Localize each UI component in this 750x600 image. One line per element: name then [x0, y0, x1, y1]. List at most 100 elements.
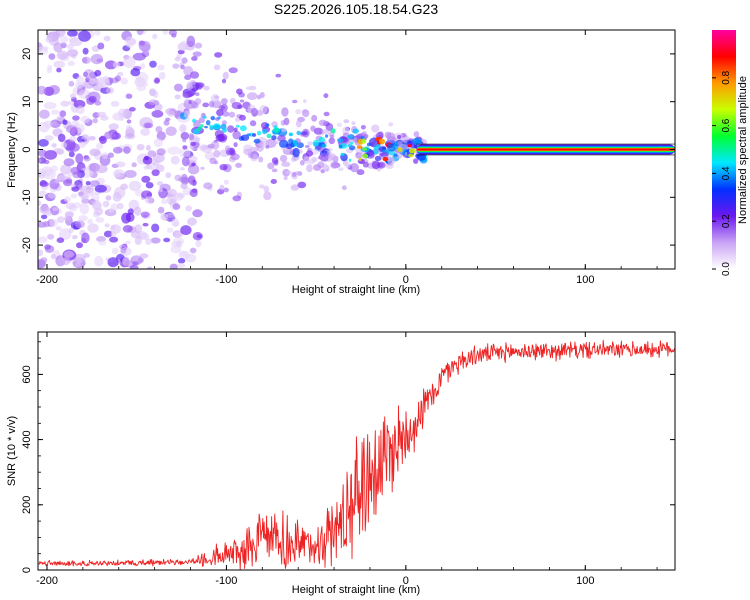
spectrogram-fan-dot [311, 114, 318, 122]
spectrogram-bright-dot [408, 153, 414, 158]
spectrogram-bright-dot [338, 144, 343, 149]
spectrogram-fan-dot [191, 188, 198, 193]
spectrogram-fan-dot [342, 160, 349, 166]
spectrogram-fan-dot [267, 162, 275, 170]
spectrogram-fan-dot [190, 79, 196, 85]
spectrogram-noise-dot [125, 240, 131, 245]
spectrogram-noise-dot [43, 159, 50, 165]
spectrogram-noise-dot [185, 205, 192, 212]
y-tick-label: 20 [21, 48, 33, 60]
spectrogram-fan-dot [323, 93, 329, 99]
spectrogram-noise-dot [113, 169, 121, 178]
spectrogram-noise-dot [83, 252, 90, 258]
spectrogram-bright-dot [273, 127, 281, 133]
spectrogram-noise-dot [129, 264, 139, 269]
spectrogram-bright-dot [321, 144, 326, 148]
spectrogram-noise-dot [53, 60, 66, 69]
spectrogram-noise-dot [180, 225, 192, 236]
spectrogram-fan-dot [203, 182, 213, 190]
spectrogram-noise-dot [146, 144, 151, 151]
spectrogram-noise-dot [185, 253, 197, 263]
spectrogram-bright-dot [362, 147, 368, 151]
spectrogram-noise-dot [121, 212, 131, 224]
spectrogram-noise-dot [152, 152, 165, 163]
spectrogram-fan-dot [245, 86, 251, 91]
spectrogram-fan-dot [416, 153, 426, 161]
spectrogram-fan-dot [330, 161, 339, 169]
spectrogram-noise-dot [65, 202, 76, 210]
spectrogram-noise-dot [156, 131, 166, 141]
spectrogram-noise-dot [68, 100, 75, 105]
spectrogram-bright-dot [253, 138, 261, 144]
spectrogram-fan-dot [200, 166, 205, 170]
spectrogram-noise-dot [107, 257, 119, 268]
spectrogram-bright-dot [262, 128, 268, 135]
spectrogram-fan-dot [235, 162, 243, 168]
spectrogram-noise-dot [51, 143, 57, 148]
spectrogram-fan-dot [220, 98, 228, 105]
spectrogram-noise-dot [89, 180, 100, 188]
spectrogram-bright-dot [362, 153, 369, 159]
spectrogram-noise-dot [38, 139, 49, 147]
spectrogram-noise-dot [73, 99, 86, 109]
spectrogram-fan-dot [306, 164, 313, 173]
spectrogram-fan-dot [273, 159, 279, 166]
spectrogram-noise-dot [74, 220, 85, 229]
spectrogram-noise-dot [66, 125, 78, 134]
spectrogram-fan-dot [371, 160, 380, 170]
spectrogram-fan-dot [336, 122, 343, 128]
spectrogram-dots [38, 30, 428, 269]
spectrogram-noise-dot [89, 148, 101, 157]
spectrogram-noise-dot [154, 77, 160, 83]
spectrogram-noise-dot [38, 158, 42, 163]
spectrogram-noise-dot [163, 237, 171, 243]
spectrogram-noise-dot [60, 100, 70, 107]
spectrogram-noise-dot [59, 35, 69, 44]
spectrogram-noise-dot [152, 160, 160, 166]
spectrogram-noise-dot [165, 126, 177, 136]
spectrogram-noise-dot [96, 142, 104, 150]
spectrogram-noise-dot [69, 135, 77, 142]
spectrogram-fan-dot [182, 138, 187, 143]
spectrogram-noise-dot [125, 126, 135, 138]
spectrogram-fan-dot [364, 134, 369, 139]
y-tick-label: 200 [21, 496, 33, 514]
spectrogram-noise-dot [63, 196, 71, 203]
spectrogram-bright-dot [347, 134, 355, 140]
spectrogram-noise-dot [155, 125, 163, 133]
spectrogram-fan-dot [207, 143, 215, 149]
spectrogram-fan-dot [291, 171, 297, 177]
spectrogram-fan-dot [312, 140, 320, 147]
spectrogram-noise-dot [142, 222, 149, 227]
spectrogram-noise-dot [92, 199, 102, 210]
spectrogram-noise-dot [143, 165, 150, 170]
spectrogram-noise-dot [128, 180, 142, 192]
spectrogram-noise-dot [78, 215, 88, 222]
spectrogram-noise-dot [187, 217, 197, 226]
spectrogram-bright-dot [293, 140, 299, 146]
spectrogram-noise-dot [44, 210, 53, 217]
spectrogram-fan-dot [342, 126, 350, 135]
spectrogram-fan-dot [194, 92, 200, 97]
spectrogram-noise-dot [47, 233, 55, 240]
spectrogram-noise-dot [114, 186, 126, 199]
spectrogram-noise-dot [157, 64, 165, 71]
spectrogram-fan-dot [214, 52, 223, 58]
colorbar: 0.0 0.2 0.4 0.6 0.8 Normalized spectral ampl… [712, 30, 749, 276]
spectrogram-fan-dot [397, 134, 402, 140]
spectrogram-fan-dot [233, 127, 238, 133]
spectrogram-bright-dot [330, 128, 336, 134]
spectrogram-bright-dot [265, 123, 270, 127]
spectrogram-fan-dot [351, 121, 356, 125]
spectrogram-noise-dot [122, 225, 133, 233]
spectrogram-noise-dot [70, 93, 76, 99]
spectrogram-fan-dot [341, 185, 347, 190]
spectrogram-noise-dot [76, 257, 83, 264]
spectrogram-noise-dot [140, 211, 150, 218]
spectrogram-fan-dot [251, 107, 258, 117]
spectrogram-fan-dot [259, 184, 265, 189]
spectrogram-noise-dot [55, 30, 66, 37]
spectrogram-fan-dot [182, 145, 188, 150]
spectrogram-noise-dot [61, 257, 71, 266]
spectrogram-noise-dot [173, 83, 183, 92]
